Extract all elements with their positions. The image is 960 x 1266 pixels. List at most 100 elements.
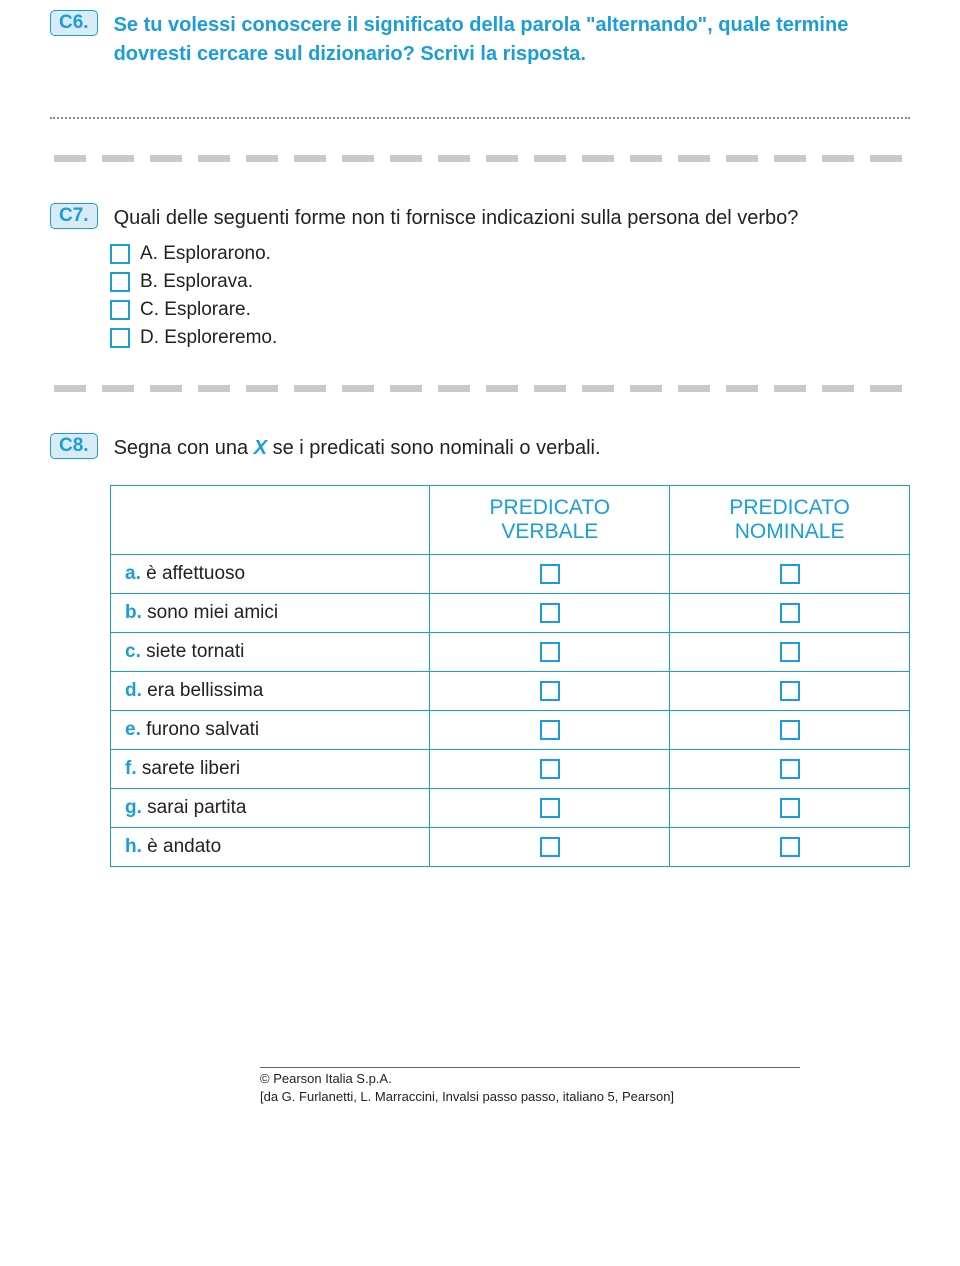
- section-divider-2: [50, 383, 910, 393]
- table-row: g. sarai partita: [111, 789, 910, 828]
- options-c7: A. Esplorarono. B. Esplorava. C. Esplora…: [110, 243, 910, 349]
- row-label: a. è affettuoso: [111, 555, 430, 594]
- row-letter: h.: [125, 836, 142, 857]
- row-text: sono miei amici: [147, 602, 278, 623]
- row-text: sarete liberi: [142, 758, 240, 779]
- cell-nominale: [670, 711, 910, 750]
- option-text: Esploreremo.: [164, 327, 277, 349]
- option-text: Esplorare.: [164, 299, 251, 321]
- header-empty: [111, 486, 430, 555]
- footer-copyright: © Pearson Italia S.p.A.: [260, 1070, 800, 1088]
- cell-nominale: [670, 828, 910, 867]
- row-label: b. sono miei amici: [111, 594, 430, 633]
- option-c7-b: B. Esplorava.: [110, 271, 910, 293]
- section-divider-1: [50, 153, 910, 163]
- cell-verbale: [430, 555, 670, 594]
- cell-verbale: [430, 828, 670, 867]
- header-verbale: PREDICATO VERBALE: [430, 486, 670, 555]
- option-text: Esplorarono.: [163, 243, 271, 265]
- checkbox-verbale-d[interactable]: [540, 681, 560, 701]
- cell-nominale: [670, 672, 910, 711]
- checkbox-nominale-e[interactable]: [780, 720, 800, 740]
- table-row: d. era bellissima: [111, 672, 910, 711]
- question-c7-text: Quali delle seguenti forme non ti fornis…: [114, 203, 799, 233]
- header-line: PREDICATO: [729, 496, 850, 519]
- checkbox-nominale-g[interactable]: [780, 798, 800, 818]
- row-text: siete tornati: [146, 641, 244, 662]
- table-row: b. sono miei amici: [111, 594, 910, 633]
- row-label: g. sarai partita: [111, 789, 430, 828]
- option-c7-c: C. Esplorare.: [110, 299, 910, 321]
- predicate-table-wrap: PREDICATO VERBALE PREDICATO NOMINALE a. …: [110, 485, 910, 867]
- checkbox-verbale-a[interactable]: [540, 564, 560, 584]
- checkbox-nominale-d[interactable]: [780, 681, 800, 701]
- cell-verbale: [430, 633, 670, 672]
- row-text: sarai partita: [147, 797, 246, 818]
- option-letter: C.: [140, 299, 159, 321]
- checkbox-verbale-c[interactable]: [540, 642, 560, 662]
- question-c8-text: Segna con una X se i predicati sono nomi…: [114, 433, 601, 463]
- header-line: NOMINALE: [735, 520, 845, 543]
- question-c8: C8. Segna con una X se i predicati sono …: [50, 433, 910, 463]
- row-letter: b.: [125, 602, 142, 623]
- page-footer: © Pearson Italia S.p.A. [da G. Furlanett…: [260, 1067, 800, 1105]
- row-letter: g.: [125, 797, 142, 818]
- badge-c6: C6.: [50, 10, 98, 36]
- predicate-table: PREDICATO VERBALE PREDICATO NOMINALE a. …: [110, 485, 910, 867]
- row-label: h. è andato: [111, 828, 430, 867]
- cell-nominale: [670, 789, 910, 828]
- option-c7-d: D. Esploreremo.: [110, 327, 910, 349]
- checkbox-c7-d[interactable]: [110, 328, 130, 348]
- option-letter: D.: [140, 327, 159, 349]
- checkbox-c7-c[interactable]: [110, 300, 130, 320]
- c8-text-after: se i predicati sono nominali o verbali.: [267, 437, 601, 459]
- table-header-row: PREDICATO VERBALE PREDICATO NOMINALE: [111, 486, 910, 555]
- cell-nominale: [670, 633, 910, 672]
- cell-nominale: [670, 594, 910, 633]
- row-text: è affettuoso: [146, 563, 245, 584]
- row-label: c. siete tornati: [111, 633, 430, 672]
- checkbox-nominale-b[interactable]: [780, 603, 800, 623]
- row-letter: f.: [125, 758, 137, 779]
- row-letter: a.: [125, 563, 141, 584]
- checkbox-nominale-c[interactable]: [780, 642, 800, 662]
- row-text: era bellissima: [147, 680, 263, 701]
- cell-verbale: [430, 711, 670, 750]
- option-c7-a: A. Esplorarono.: [110, 243, 910, 265]
- footer-source: [da G. Furlanetti, L. Marraccini, Invals…: [260, 1088, 800, 1106]
- checkbox-verbale-b[interactable]: [540, 603, 560, 623]
- checkbox-c7-b[interactable]: [110, 272, 130, 292]
- checkbox-verbale-h[interactable]: [540, 837, 560, 857]
- table-row: c. siete tornati: [111, 633, 910, 672]
- header-line: VERBALE: [501, 520, 598, 543]
- row-text: è andato: [147, 836, 221, 857]
- x-mark-icon: X: [254, 437, 267, 459]
- row-label: d. era bellissima: [111, 672, 430, 711]
- checkbox-verbale-f[interactable]: [540, 759, 560, 779]
- badge-c7: C7.: [50, 203, 98, 229]
- row-label: f. sarete liberi: [111, 750, 430, 789]
- c8-text-before: Segna con una: [114, 437, 254, 459]
- table-row: f. sarete liberi: [111, 750, 910, 789]
- cell-verbale: [430, 789, 670, 828]
- checkbox-c7-a[interactable]: [110, 244, 130, 264]
- checkbox-nominale-a[interactable]: [780, 564, 800, 584]
- option-text: Esplorava.: [163, 271, 253, 293]
- table-row: a. è affettuoso: [111, 555, 910, 594]
- worksheet-page: C6. Se tu volessi conoscere il significa…: [0, 0, 960, 1145]
- checkbox-nominale-h[interactable]: [780, 837, 800, 857]
- option-letter: A.: [140, 243, 158, 265]
- checkbox-verbale-e[interactable]: [540, 720, 560, 740]
- row-letter: c.: [125, 641, 141, 662]
- row-label: e. furono salvati: [111, 711, 430, 750]
- cell-nominale: [670, 555, 910, 594]
- checkbox-verbale-g[interactable]: [540, 798, 560, 818]
- table-row: e. furono salvati: [111, 711, 910, 750]
- cell-verbale: [430, 594, 670, 633]
- question-c6-text: Se tu volessi conoscere il significato d…: [114, 10, 910, 69]
- answer-line-c6[interactable]: [50, 117, 910, 119]
- checkbox-nominale-f[interactable]: [780, 759, 800, 779]
- row-text: furono salvati: [146, 719, 259, 740]
- row-letter: d.: [125, 680, 142, 701]
- header-nominale: PREDICATO NOMINALE: [670, 486, 910, 555]
